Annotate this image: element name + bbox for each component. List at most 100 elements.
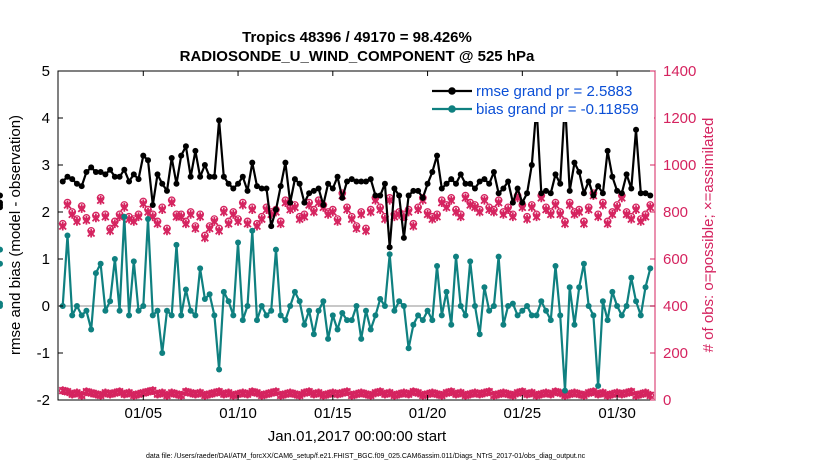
- rmse-point: [505, 178, 512, 185]
- bias-point: [543, 307, 550, 314]
- chart-subtitle: RADIOSONDE_U_WIND_COMPONENT @ 525 hPa: [180, 48, 535, 65]
- bias-point: [467, 258, 474, 265]
- bias-point: [0, 260, 3, 267]
- rmse-point: [362, 178, 369, 185]
- obs-assimilated-marker: [556, 209, 565, 219]
- bias-point: [647, 265, 654, 272]
- bias-point: [362, 307, 369, 314]
- bias-point: [69, 312, 76, 319]
- bias-point: [163, 307, 170, 314]
- rmse-point: [490, 169, 497, 176]
- bias-point: [135, 307, 142, 314]
- y-tick-label: 2: [42, 204, 50, 221]
- y-tick-label: -1: [37, 345, 50, 362]
- rmse-point: [476, 178, 483, 185]
- rmse-point: [73, 180, 80, 187]
- obs-assimilated-marker: [437, 390, 446, 400]
- rmse-point: [609, 173, 616, 180]
- obs-assimilated-marker: [527, 202, 536, 212]
- obs-assimilated-marker: [125, 388, 134, 398]
- rmse-point: [249, 159, 256, 166]
- bias-point: [514, 312, 521, 319]
- obs-assimilated-marker: [210, 217, 219, 226]
- rmse-point: [254, 183, 260, 190]
- rmse-point: [599, 190, 606, 197]
- bias-point: [121, 213, 128, 220]
- y-tick-label: 4: [42, 110, 50, 127]
- bias-point: [220, 288, 227, 295]
- rmse-point: [92, 169, 99, 176]
- bias-point: [154, 307, 161, 314]
- rmse-point: [59, 178, 66, 185]
- rmse-point: [329, 185, 336, 192]
- x-tick-label: 01/15: [314, 405, 352, 422]
- y-right-tick-label: 1000: [663, 157, 696, 174]
- bias-point: [320, 298, 327, 305]
- bias-point: [296, 298, 303, 305]
- rmse-point: [235, 180, 242, 187]
- rmse-point: [424, 180, 431, 187]
- rmse-point: [552, 171, 559, 178]
- obs-assimilated-marker: [594, 212, 603, 222]
- rmse-point: [263, 185, 270, 192]
- bias-point: [263, 312, 270, 319]
- bias-point: [419, 317, 426, 324]
- bias-point: [78, 312, 85, 319]
- rmse-point: [168, 154, 175, 161]
- bias-point: [547, 317, 554, 324]
- obs-assimilated-marker: [219, 207, 228, 217]
- bias-point: [111, 256, 118, 262]
- rmse-point: [486, 180, 493, 187]
- obs-assimilated-marker: [456, 388, 465, 398]
- bias-point: [73, 303, 80, 309]
- bias-point: [272, 246, 279, 253]
- obs-assimilated-marker: [447, 387, 456, 397]
- obs-assimilated-marker: [77, 204, 86, 213]
- rmse-point: [192, 147, 199, 154]
- obs-assimilated-marker: [205, 224, 214, 233]
- obs-assimilated-marker: [646, 390, 655, 400]
- obs-assimilated-marker: [243, 219, 252, 229]
- legend-bias-label: bias grand pr = -0.11859: [476, 101, 639, 118]
- rmse-point: [244, 187, 251, 194]
- data-file-footnote: data file: /Users/raeder/DAI/ATM_forcXX/…: [146, 453, 586, 460]
- obs-assimilated-marker: [508, 212, 517, 222]
- obs-assimilated-marker: [347, 214, 356, 224]
- bias-point: [633, 298, 640, 305]
- axes: 01/05 01/10 01/15 01/20 01/25 01/30 -2 -1 0 1 2 3 4 5…: [37, 63, 697, 422]
- bias-point: [595, 382, 602, 389]
- obs-assimilated-marker: [139, 199, 148, 209]
- bias-point: [64, 232, 71, 239]
- rmse-point: [453, 180, 459, 187]
- rmse-point: [145, 157, 152, 164]
- bias-point: [429, 317, 436, 324]
- rmse-point: [268, 223, 275, 230]
- bias-point: [448, 321, 455, 328]
- bias-point: [102, 307, 109, 314]
- obs-assimilated-marker: [276, 219, 285, 229]
- bias-point: [249, 227, 256, 234]
- obs-assimilated-marker: [87, 228, 96, 238]
- rmse-point: [83, 169, 90, 176]
- rmse-point: [206, 173, 213, 180]
- rmse-point: [514, 185, 521, 192]
- rmse-point: [178, 152, 185, 159]
- obs-assimilated-marker: [532, 212, 541, 222]
- rmse-point: [149, 201, 156, 208]
- rmse-point: [543, 187, 550, 194]
- rmse-point: [239, 173, 246, 180]
- rmse-point: [495, 190, 502, 197]
- rmse-point: [358, 178, 365, 185]
- bias-point: [216, 366, 223, 373]
- obs-assimilated-marker: [546, 209, 555, 219]
- rmse-point: [130, 171, 137, 178]
- obs-assimilated-marker: [414, 205, 423, 215]
- bias-point: [244, 303, 251, 309]
- rmse-point: [481, 176, 488, 183]
- rmse-point: [230, 185, 237, 192]
- obs-assimilated-marker: [96, 195, 105, 205]
- bias-point: [642, 284, 649, 291]
- x-tick-label: 01/10: [219, 405, 257, 422]
- obs-assimilated-marker: [480, 195, 489, 205]
- rmse-point: [310, 187, 317, 194]
